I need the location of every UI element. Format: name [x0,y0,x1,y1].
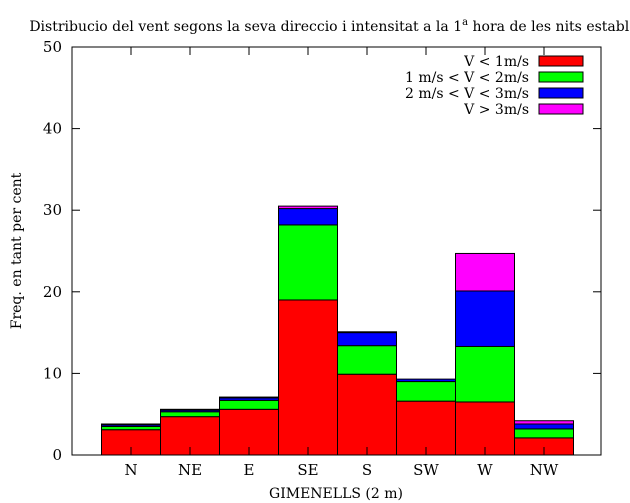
legend-label: V > 3m/s [463,102,529,118]
x-tick-label: NE [178,461,202,479]
legend-label: V < 1m/s [463,54,529,70]
bars-group [101,205,574,456]
bar-e-series-2 [219,399,279,410]
y-tick-label: 30 [43,201,62,219]
y-axis-label: Freq. en tant per cent [9,172,25,329]
bar-se-series-4 [278,205,338,210]
bar-nw-series-3 [514,423,574,430]
legend-swatch [538,55,584,67]
chart-title-superscript: a [462,17,468,28]
y-tick-label: 20 [43,283,62,301]
chart-title-rest: hora de les nits estables [468,19,630,35]
plot-frame [71,46,602,456]
x-tick-label: W [477,461,493,479]
bar-w-series-4 [455,252,515,292]
bar-s-series-1 [337,373,397,456]
bar-sw-series-1 [396,400,456,456]
bar-e-series-4 [219,396,279,399]
y-tick-label: 40 [43,120,62,138]
y-tick-label: 10 [43,364,62,382]
bar-nw-series-4 [514,420,574,425]
bar-w-series-3 [455,290,515,347]
bar-n-series-4 [101,423,161,426]
legend-swatch [538,71,584,83]
bar-se-series-1 [278,299,338,456]
bar-ne-series-2 [160,411,220,418]
x-tick-label: N [124,461,137,479]
x-tick-label: S [362,461,372,479]
legend-swatch [538,87,584,99]
x-tick-label: NW [530,461,559,479]
legend-swatch [538,103,584,115]
legend-label: 1 m/s < V < 2m/s [405,70,529,86]
y-tick-label: 0 [52,446,62,464]
x-tick-label: E [244,461,255,479]
bar-sw-series-2 [396,381,456,402]
x-tick-label: SE [297,461,318,479]
bar-s-series-4 [337,331,397,334]
y-tick-label: 50 [43,38,62,56]
chart-title-main: Distribucio del vent segons la seva dire… [29,19,462,35]
bar-w-series-2 [455,345,515,403]
bar-se-series-3 [278,208,338,226]
bar-sw-series-3 [396,378,456,383]
x-tick-label: SW [413,461,439,479]
ticks-group: 0 10 20 30 40 50 N NE E SE S SW W NW [43,38,601,479]
bar-s-series-2 [337,345,397,375]
legend-label: 2 m/s < V < 3m/s [405,86,529,102]
x-axis-label: GIMENELLS (2 m) [269,486,403,502]
bar-ne-series-4 [160,408,220,411]
bar-nw-series-2 [514,428,574,439]
bar-w-series-1 [455,401,515,456]
legend: V < 1m/s1 m/s < V < 2m/s2 m/s < V < 3m/s… [405,54,584,118]
chart-title: Distribucio del vent segons la seva dire… [29,17,630,35]
bar-s-series-3 [337,332,397,347]
bar-se-series-2 [278,224,338,301]
